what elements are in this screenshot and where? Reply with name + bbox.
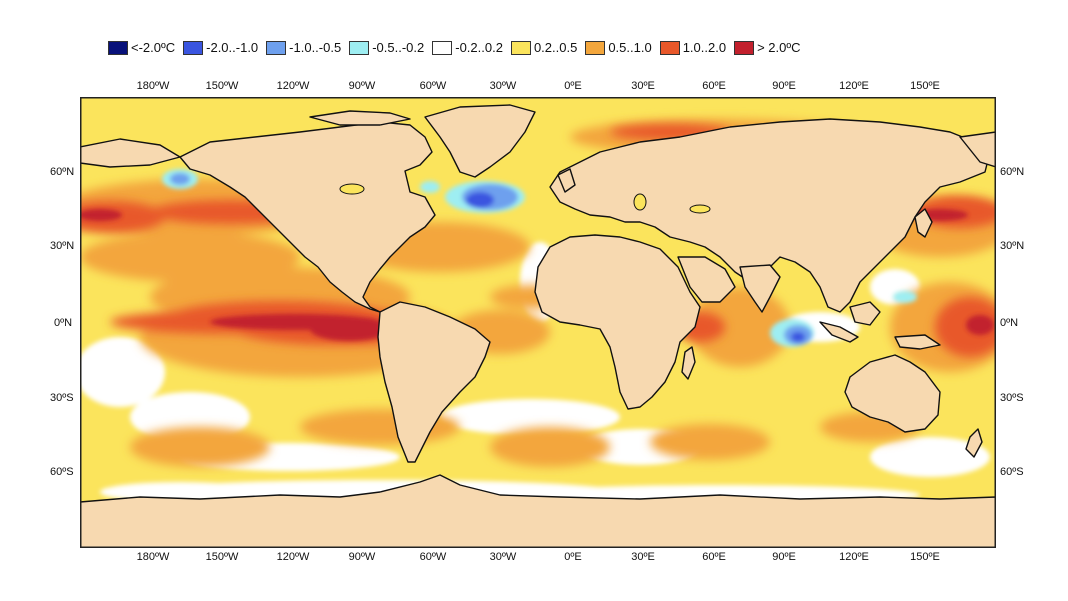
lon-tick-bottom: 180ºW	[136, 551, 170, 563]
lon-tick-top: 120ºE	[839, 80, 869, 92]
lon-tick-bottom: 90ºE	[772, 551, 796, 563]
legend-item: 1.0..2.0	[659, 40, 727, 55]
lon-tick-top: 150ºW	[205, 80, 239, 92]
legend-swatch	[510, 40, 531, 55]
legend-item: -2.0..-1.0	[183, 40, 258, 55]
lat-tick-right: 30ºS	[1000, 392, 1024, 404]
lon-tick-bottom: 60ºW	[419, 551, 447, 563]
lon-tick-bottom: 30ºW	[489, 551, 517, 563]
lon-tick-bottom: 120ºW	[276, 551, 310, 563]
sst-anomaly-map	[80, 97, 996, 548]
siberia-edge	[959, 131, 996, 168]
lon-tick-top: 0ºE	[564, 80, 582, 92]
legend-swatch	[108, 40, 128, 55]
arabian-peninsula	[677, 256, 736, 303]
greenland	[424, 104, 536, 178]
legend-swatch	[183, 40, 204, 55]
lat-tick-left: 30ºN	[50, 240, 75, 252]
lon-tick-bottom: 30ºE	[631, 551, 655, 563]
alaska-edge	[80, 138, 181, 168]
lat-tick-right: 0ºN	[1000, 317, 1019, 329]
new-zealand	[965, 428, 983, 458]
legend-swatch	[585, 40, 606, 55]
lon-tick-bottom: 60ºE	[702, 551, 726, 563]
legend-swatch	[659, 40, 680, 55]
eurasia	[549, 118, 991, 313]
south-america	[377, 301, 491, 463]
lon-tick-bottom: 120ºE	[839, 551, 869, 563]
legend-swatch	[432, 40, 453, 55]
legend-item: 0.2..0.5	[510, 40, 578, 55]
lat-tick-left: 0ºN	[54, 317, 73, 329]
lat-tick-right: 30ºN	[1000, 240, 1025, 252]
lon-tick-top: 30ºW	[489, 80, 517, 92]
india	[739, 264, 781, 313]
lon-tick-bottom: 90ºW	[348, 551, 376, 563]
lon-tick-top: 180ºW	[136, 80, 170, 92]
lat-tick-left: 60ºS	[50, 466, 74, 478]
legend-label: <-2.0ºC	[131, 40, 176, 55]
cold-anomaly-areas	[162, 169, 917, 347]
legend-item: 0.5..1.0	[585, 40, 652, 55]
legend: <-2.0ºC -2.0..-1.0 -1.0..-0.5 -0.5..-0.2…	[108, 40, 808, 55]
lon-tick-bottom: 150ºW	[205, 551, 239, 563]
legend-label: 0.2..0.5	[533, 40, 578, 55]
legend-label: -1.0..-0.5	[289, 40, 342, 55]
lat-tick-right: 60ºS	[1000, 466, 1024, 478]
lat-tick-left: 30ºS	[50, 392, 74, 404]
lat-tick-right: 60ºN	[1000, 166, 1025, 178]
legend-swatch	[349, 40, 370, 55]
legend-label: 0.5..1.0	[608, 40, 652, 55]
lon-tick-top: 90ºE	[772, 80, 796, 92]
lon-tick-top: 150ºE	[910, 80, 940, 92]
lon-tick-bottom: 0ºE	[564, 551, 582, 563]
lon-tick-top: 30ºE	[631, 80, 655, 92]
legend-label: -0.5..-0.2	[372, 40, 425, 55]
legend-item: -0.2..0.2	[432, 40, 503, 55]
lon-tick-top: 60ºW	[419, 80, 447, 92]
lakes	[339, 183, 711, 214]
new-guinea	[894, 334, 941, 350]
africa	[534, 234, 701, 410]
indonesia	[819, 321, 859, 343]
legend-item: -0.5..-0.2	[349, 40, 424, 55]
legend-item: -1.0..-0.5	[266, 40, 341, 55]
legend-item: <-2.0ºC	[108, 40, 175, 55]
antarctica	[80, 474, 996, 548]
legend-item: > 2.0ºC	[734, 40, 800, 55]
lat-tick-left: 60ºN	[50, 166, 75, 178]
legend-label: > 2.0ºC	[757, 40, 801, 55]
lon-tick-top: 90ºW	[348, 80, 376, 92]
australia	[844, 354, 941, 433]
lon-tick-top: 120ºW	[276, 80, 310, 92]
lon-tick-bottom: 150ºE	[910, 551, 940, 563]
arctic-islands	[309, 110, 411, 126]
borneo	[849, 301, 881, 326]
map-frame	[80, 97, 996, 548]
legend-label: -2.0..-1.0	[206, 40, 259, 55]
legend-label: 1.0..2.0	[682, 40, 727, 55]
japan	[914, 208, 933, 238]
lon-tick-top: 60ºE	[702, 80, 726, 92]
british-isles	[557, 168, 576, 193]
legend-swatch	[266, 40, 287, 55]
legend-label: -0.2..0.2	[455, 40, 503, 55]
landmasses	[80, 104, 996, 548]
north-america	[179, 121, 436, 313]
madagascar	[681, 346, 696, 380]
legend-swatch	[734, 40, 755, 55]
